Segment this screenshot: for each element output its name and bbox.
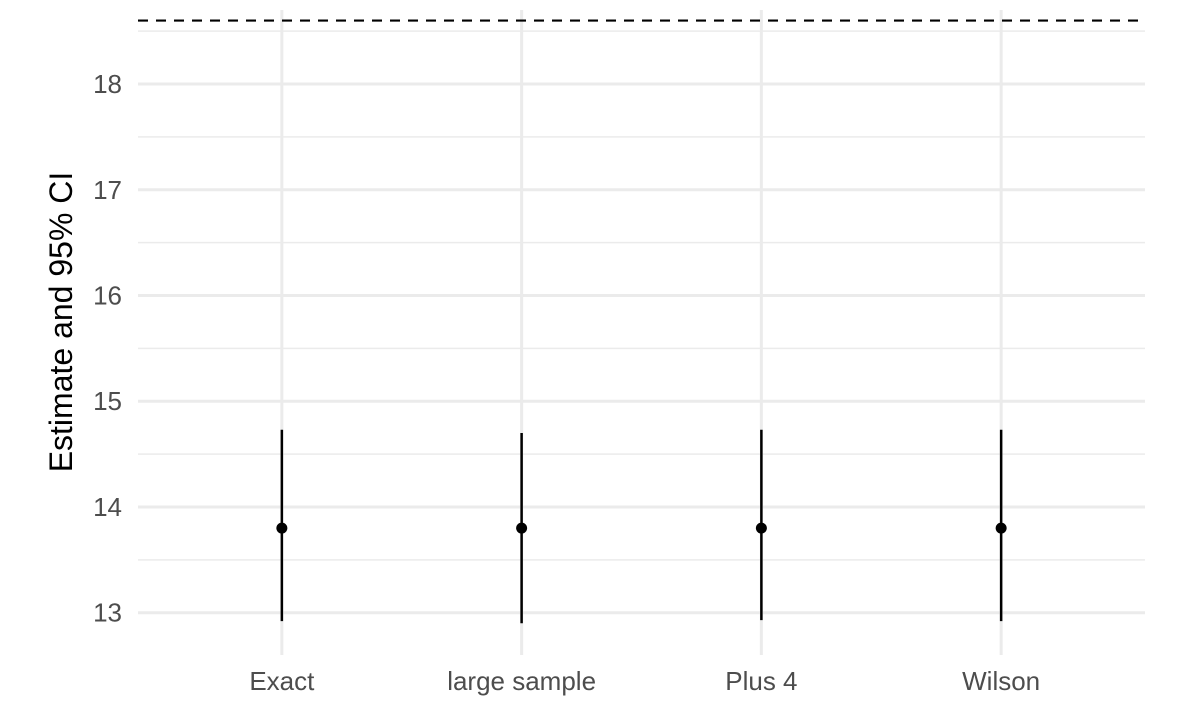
y-tick-label: 13: [93, 598, 122, 628]
y-tick-labels: 13 14 15 16 17 18: [93, 69, 122, 628]
grid-lines: [138, 10, 1145, 655]
estimate-point: [995, 522, 1007, 534]
errorbar-group: [280, 429, 1003, 624]
y-tick-label: 16: [93, 280, 122, 310]
estimate-point: [516, 522, 528, 534]
y-tick-label: 18: [93, 69, 122, 99]
estimate-point: [755, 522, 767, 534]
x-tick-label: Wilson: [962, 666, 1040, 696]
y-axis-title: Estimate and 95% CI: [43, 172, 79, 473]
x-tick-label: Exact: [249, 666, 315, 696]
y-tick-label: 15: [93, 386, 122, 416]
y-tick-label: 17: [93, 175, 122, 205]
estimate-point: [276, 522, 288, 534]
x-tick-label: Plus 4: [725, 666, 797, 696]
estimate-points: [276, 522, 1007, 534]
y-tick-label: 14: [93, 492, 122, 522]
x-tick-labels: Exact large sample Plus 4 Wilson: [249, 666, 1040, 696]
x-tick-label: large sample: [447, 666, 596, 696]
